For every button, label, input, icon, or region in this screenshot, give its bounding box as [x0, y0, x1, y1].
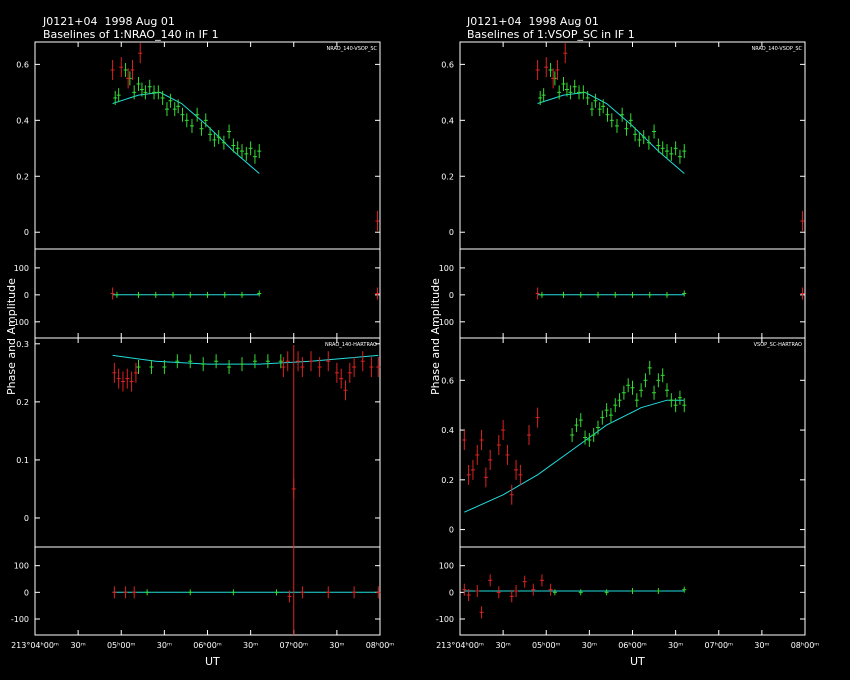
- amp-y-tick-label: 0.1: [16, 456, 29, 465]
- x-tick-label: 07ʰ00ᵐ: [279, 641, 308, 650]
- baseline-label: NRAO_140-HARTRAO: [325, 342, 377, 348]
- left-header-line1: J0121+04 1998 Aug 01: [43, 15, 175, 28]
- x-tick-label: 06ʰ00ᵐ: [618, 641, 647, 650]
- amp-y-tick-label: 0.6: [16, 60, 29, 69]
- baseline-label: NRAO_140-VSOP_SC: [751, 46, 802, 52]
- subplot-3: NRAO_140-VSOP_SC 0 0.2 0.4 0.6 100 0 -100: [436, 41, 806, 339]
- amp-y-tick-label: 0.4: [441, 116, 454, 125]
- phase-y-tick-label: 100: [14, 264, 29, 273]
- phase-y-tick-label: 100: [14, 562, 29, 571]
- subplot-1: NRAO_140-VSOP_SC 0 0.2 0.4 0.6 100 0 -100: [11, 41, 381, 339]
- phase-y-tick-label: 0: [449, 291, 454, 300]
- x-tick-label: 30ᵐ: [329, 641, 344, 650]
- phase-y-tick-label: -100: [436, 318, 454, 327]
- phase-y-tick-label: 100: [439, 264, 454, 273]
- phase-y-tick-label: -100: [436, 615, 454, 624]
- x-tick-label: 05ʰ00ᵐ: [532, 641, 561, 650]
- left-x-axis-label: UT: [205, 655, 220, 668]
- amp-y-tick-label: 0: [449, 228, 454, 237]
- phase-y-tick-label: -100: [11, 615, 29, 624]
- x-tick-label: 30ᵐ: [754, 641, 769, 650]
- right-header-line1: J0121+04 1998 Aug 01: [467, 15, 599, 28]
- amp-y-tick-label: 0.4: [441, 426, 454, 435]
- amplitude-frame: [459, 41, 806, 250]
- x-tick-label: 30ᵐ: [243, 641, 258, 650]
- amplitude-frame: [459, 337, 806, 548]
- baseline-label: NRAO_140-VSOP_SC: [326, 46, 377, 52]
- amp-y-tick-label: 0.2: [441, 476, 454, 485]
- phase-y-tick-label: 0: [24, 291, 29, 300]
- amp-y-tick-label: 0.4: [16, 116, 29, 125]
- x-tick-label: 30ᵐ: [71, 641, 86, 650]
- phase-y-tick-label: 0: [449, 588, 454, 597]
- x-tick-label: 05ʰ00ᵐ: [107, 641, 136, 650]
- x-tick-label: 08ʰ00ᵐ: [366, 641, 395, 650]
- amp-y-tick-label: 0: [24, 228, 29, 237]
- amplitude-model-curve: [112, 354, 379, 365]
- amp-y-tick-label: 0.6: [441, 60, 454, 69]
- phase-y-tick-label: -100: [11, 318, 29, 327]
- subplot-2: NRAO_140-HARTRAO 0 0.1 0.2 0.3 100 0 -100 213°04…: [11, 337, 395, 650]
- right-header-line2: Baselines of 1:VSOP_SC in IF 1: [467, 28, 635, 41]
- x-tick-label: 07ʰ00ᵐ: [704, 641, 733, 650]
- x-tick-label: 06ʰ00ᵐ: [193, 641, 222, 650]
- amp-y-tick-label: 0: [449, 526, 454, 535]
- subplot-4: VSOP_SC-HARTRAO 0 0.2 0.4 0.6 100 0 -100 213°04ʰ…: [436, 337, 820, 650]
- x-tick-label: 213°04ʰ00ᵐ: [11, 641, 59, 650]
- left-header-line2: Baselines of 1:NRAO_140 in IF 1: [43, 28, 219, 41]
- x-tick-label: 30ᵐ: [582, 641, 597, 650]
- x-tick-label: 30ᵐ: [496, 641, 511, 650]
- amplitude-model-curve: [464, 399, 685, 513]
- x-tick-label: 213°04ʰ00ᵐ: [436, 641, 484, 650]
- amp-y-tick-label: 0: [24, 514, 29, 523]
- right-x-axis-label: UT: [630, 655, 645, 668]
- amplitude-model-curve: [537, 91, 685, 174]
- amp-y-tick-label: 0.6: [441, 376, 454, 385]
- amp-y-tick-label: 0.3: [16, 340, 29, 349]
- x-tick-label: 08ʰ00ᵐ: [791, 641, 820, 650]
- amp-y-tick-label: 0.2: [16, 172, 29, 181]
- amplitude-model-curve: [112, 91, 260, 174]
- phase-y-tick-label: 100: [439, 562, 454, 571]
- x-tick-label: 30ᵐ: [668, 641, 683, 650]
- amplitude-frame: [34, 41, 381, 250]
- baseline-label: VSOP_SC-HARTRAO: [754, 342, 802, 348]
- phase-y-tick-label: 0: [24, 588, 29, 597]
- amp-y-tick-label: 0.2: [16, 398, 29, 407]
- x-tick-label: 30ᵐ: [157, 641, 172, 650]
- amp-y-tick-label: 0.2: [441, 172, 454, 181]
